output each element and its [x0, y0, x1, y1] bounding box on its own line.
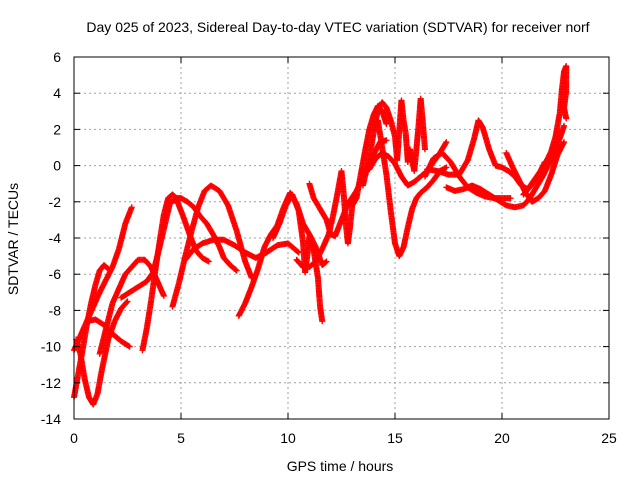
x-tick-label: 5 — [177, 430, 185, 446]
data-point — [383, 120, 390, 127]
series-track — [96, 256, 167, 357]
series-track — [366, 139, 450, 189]
data-point — [232, 266, 239, 273]
axis-ticks: 0 5 10 15 20 25 -14 -12 -10 -8 -6 -4 -2 0 2 4 6 — [41, 49, 617, 446]
x-tick-label: 0 — [70, 430, 78, 446]
data-point — [294, 248, 301, 255]
data-layer — [71, 63, 570, 408]
data-point — [205, 258, 212, 265]
y-tick-label: 6 — [53, 49, 61, 65]
series-track — [503, 139, 568, 205]
data-point — [443, 139, 450, 146]
data-point — [421, 146, 428, 153]
data-point — [561, 122, 568, 129]
y-axis-label: SDTVAR / TECUs — [5, 183, 21, 295]
x-tick-label: 15 — [387, 430, 403, 446]
x-tick-label: 20 — [494, 430, 510, 446]
data-point — [322, 259, 329, 266]
y-tick-label: -14 — [41, 411, 61, 427]
data-point — [160, 292, 167, 299]
y-tick-label: 2 — [53, 121, 61, 137]
y-tick-label: -4 — [49, 230, 62, 246]
data-point — [561, 139, 568, 146]
y-tick-label: -8 — [49, 302, 62, 318]
data-point — [124, 298, 131, 305]
data-point — [128, 204, 135, 211]
y-tick-label: -2 — [49, 194, 62, 210]
series-track — [182, 236, 302, 263]
data-point — [126, 343, 133, 350]
data-point — [383, 137, 390, 144]
y-tick-label: 0 — [53, 158, 61, 174]
y-tick-label: -10 — [41, 339, 61, 355]
data-point — [123, 299, 130, 306]
data-point — [125, 342, 132, 349]
x-tick-label: 10 — [280, 430, 296, 446]
data-point — [563, 115, 570, 122]
data-point — [507, 195, 514, 202]
y-tick-label: -6 — [49, 266, 62, 282]
series-track — [520, 63, 570, 198]
y-tick-label: 4 — [53, 85, 61, 101]
series-track — [359, 95, 428, 189]
chart-title: Day 025 of 2023, Sidereal Day-to-day VTE… — [86, 19, 589, 35]
grid — [74, 57, 609, 419]
y-tick-label: -12 — [41, 375, 61, 391]
series-track — [424, 117, 548, 193]
x-axis-label: GPS time / hours — [287, 458, 394, 474]
data-point — [323, 258, 330, 265]
series-track — [443, 122, 568, 211]
data-point — [443, 164, 450, 171]
data-point — [233, 267, 240, 274]
x-tick-label: 25 — [601, 430, 617, 446]
data-point — [319, 318, 326, 325]
